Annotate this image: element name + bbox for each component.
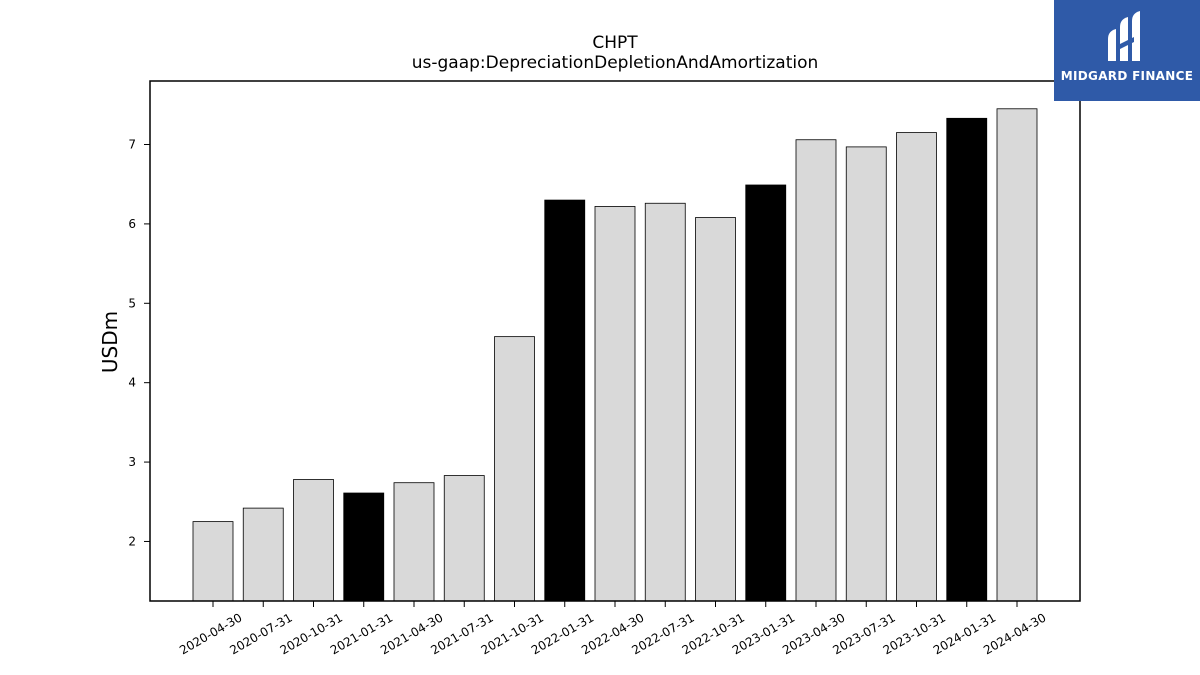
- bar: [695, 217, 736, 602]
- y-tick-label: 4: [128, 376, 136, 390]
- bar: [946, 117, 988, 602]
- bar: [192, 521, 234, 602]
- bar: [393, 482, 435, 602]
- bar: [443, 475, 485, 602]
- y-tick-label: 6: [128, 217, 136, 231]
- midgard-logo-icon: [1108, 11, 1140, 61]
- bar: [896, 132, 937, 602]
- y-tick-label: 3: [128, 455, 136, 469]
- x-axis-ticks: 2020-04-302020-07-312020-10-312021-01-31…: [177, 601, 1049, 657]
- brand-logo: MIDGARD FINANCE: [1054, 0, 1200, 101]
- bar: [996, 108, 1038, 602]
- bar: [242, 507, 284, 602]
- bar: [845, 146, 887, 602]
- y-tick-label: 7: [128, 138, 136, 152]
- bars-group: [192, 108, 1038, 602]
- y-tick-label: 5: [128, 296, 136, 310]
- chart-title: CHPT: [592, 33, 638, 53]
- bar: [795, 139, 837, 602]
- bar: [494, 336, 535, 602]
- bar: [644, 202, 686, 602]
- y-axis-ticks: 2 3 4 5 6 7: [128, 138, 150, 548]
- bar: [594, 206, 636, 602]
- bar: [343, 492, 385, 602]
- plot-frame: [149, 80, 1081, 602]
- bar: [745, 184, 787, 602]
- chart-subtitle: us-gaap:DepreciationDepletionAndAmortiza…: [412, 53, 819, 73]
- brand-name: MIDGARD FINANCE: [1060, 69, 1194, 83]
- bar: [544, 199, 586, 602]
- y-axis-label: USDm: [98, 311, 122, 373]
- bar: [293, 479, 334, 602]
- y-tick-label: 2: [128, 534, 136, 548]
